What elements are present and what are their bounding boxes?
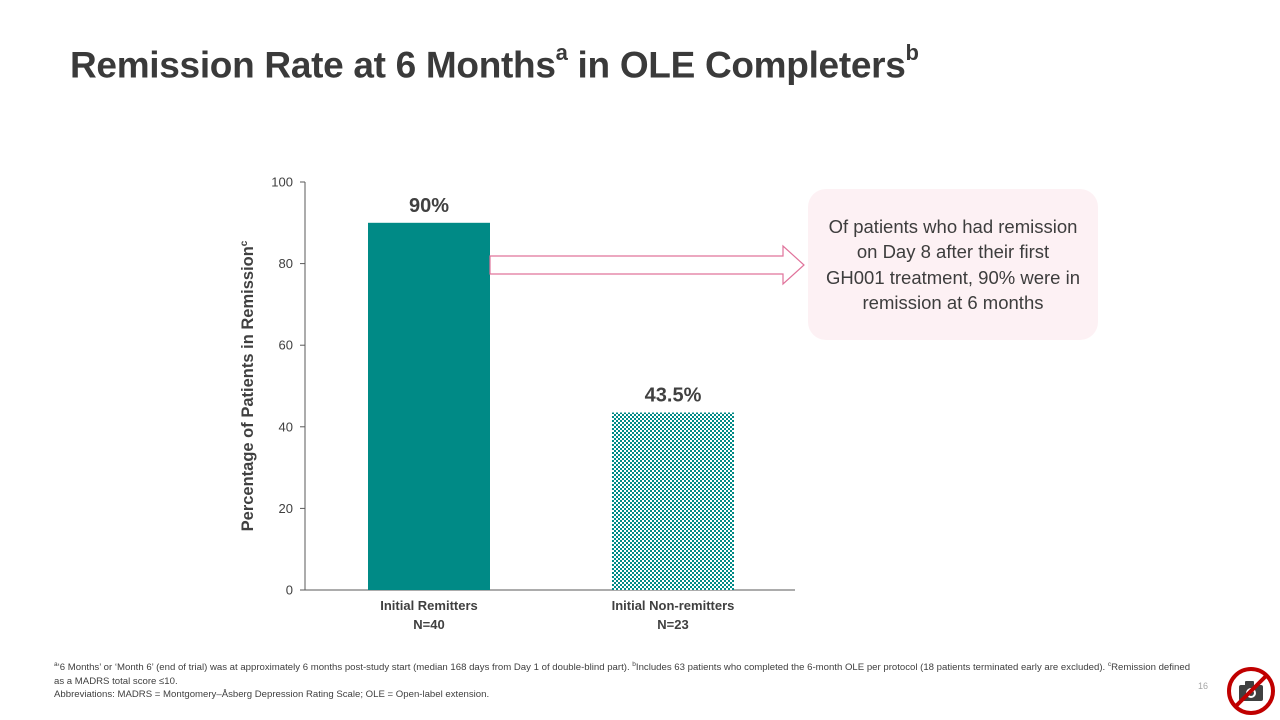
y-tick-label: 20 — [279, 501, 293, 516]
footnote-text-b: Includes 63 patients who completed the 6… — [635, 662, 1108, 674]
x-category-n-label: N=23 — [657, 617, 688, 632]
y-tick-label: 100 — [271, 175, 293, 190]
bar-value-label: 90% — [409, 195, 449, 217]
footnote-abbreviations: Abbreviations: MADRS = Montgomery–Åsberg… — [54, 689, 490, 701]
title-superscript-a: a — [555, 40, 568, 65]
y-axis-title-text: Percentage of Patients in Remission — [239, 246, 257, 531]
y-axis-title-superscript: c — [239, 240, 250, 246]
y-tick-label: 0 — [286, 583, 293, 598]
y-tick-label: 40 — [279, 419, 293, 434]
callout-arrow — [489, 244, 805, 286]
callout-text: Of patients who had remission on Day 8 a… — [826, 215, 1080, 314]
footnote-sup-c: c — [1107, 661, 1112, 668]
footnote-sup-a: a — [54, 661, 58, 668]
title-text: Remission Rate at 6 Months — [70, 44, 556, 86]
title-text-2: in OLE Completers — [567, 44, 906, 86]
y-tick-label: 60 — [279, 338, 293, 353]
x-category-n-label: N=40 — [413, 617, 444, 632]
bar-value-label: 43.5% — [645, 385, 702, 407]
callout-box: Of patients who had remission on Day 8 a… — [808, 189, 1098, 340]
x-category-label: Initial Remitters — [380, 598, 478, 613]
footnote-sup-b: b — [632, 661, 636, 668]
footnote: a‘6 Months’ or ‘Month 6’ (end of trial) … — [54, 658, 1194, 702]
slide-title: Remission Rate at 6 Monthsa in OLE Compl… — [70, 40, 919, 86]
footnote-text-c: Remission defined as a MADRS total score… — [54, 662, 1191, 687]
y-tick-label: 80 — [279, 256, 293, 271]
no-camera-icon — [1227, 667, 1275, 715]
footnote-line-1: a‘6 Months’ or ‘Month 6’ (end of trial) … — [54, 658, 1194, 688]
title-superscript-b: b — [905, 40, 919, 65]
footnote-text-a: ‘6 Months’ or ‘Month 6’ (end of trial) w… — [57, 662, 633, 674]
bar-initial-non-remitters — [612, 412, 734, 590]
page-number: 16 — [1198, 681, 1209, 691]
bar-initial-remitters — [368, 222, 490, 591]
y-axis-title: Percentage of Patients in Remissionc — [239, 240, 257, 531]
x-category-label: Initial Non-remitters — [612, 598, 735, 613]
